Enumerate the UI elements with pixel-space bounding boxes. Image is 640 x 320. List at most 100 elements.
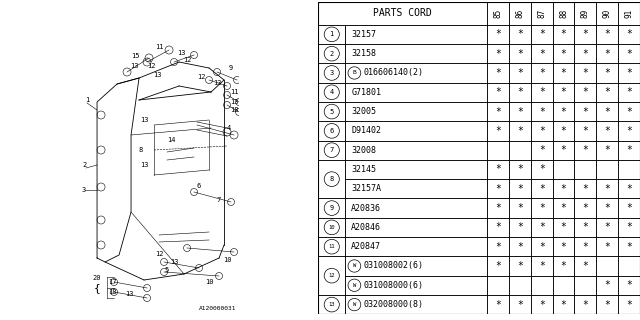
Bar bbox=[487, 276, 509, 295]
Text: *: * bbox=[582, 126, 588, 136]
Bar bbox=[531, 121, 552, 140]
Text: *: * bbox=[604, 203, 610, 213]
Bar bbox=[575, 256, 596, 276]
Text: 87: 87 bbox=[537, 9, 546, 18]
Bar bbox=[318, 256, 346, 295]
Text: *: * bbox=[495, 49, 501, 59]
Bar bbox=[596, 256, 618, 276]
Bar bbox=[596, 25, 618, 44]
Text: 8: 8 bbox=[330, 176, 334, 182]
Text: 1: 1 bbox=[85, 97, 89, 103]
Text: *: * bbox=[626, 107, 632, 116]
Bar bbox=[318, 121, 346, 140]
Text: 11: 11 bbox=[155, 44, 163, 50]
Bar bbox=[318, 140, 346, 160]
Bar bbox=[487, 295, 509, 314]
Bar bbox=[552, 2, 575, 25]
Bar bbox=[575, 218, 596, 237]
Bar bbox=[531, 63, 552, 83]
Text: *: * bbox=[582, 145, 588, 155]
Bar bbox=[531, 160, 552, 179]
Text: *: * bbox=[495, 29, 501, 39]
Text: 13: 13 bbox=[212, 80, 221, 86]
Bar bbox=[552, 102, 575, 121]
Text: *: * bbox=[517, 87, 523, 97]
Text: *: * bbox=[582, 300, 588, 309]
Bar bbox=[618, 179, 640, 198]
Bar bbox=[575, 295, 596, 314]
Bar bbox=[487, 25, 509, 44]
Bar bbox=[552, 63, 575, 83]
Text: 031008000(6): 031008000(6) bbox=[364, 281, 424, 290]
Text: 32005: 32005 bbox=[351, 107, 376, 116]
Text: 1: 1 bbox=[330, 31, 334, 37]
Text: *: * bbox=[495, 261, 501, 271]
Text: *: * bbox=[517, 126, 523, 136]
Text: 32157: 32157 bbox=[351, 30, 376, 39]
Text: 32157A: 32157A bbox=[351, 184, 381, 193]
Text: W: W bbox=[353, 302, 356, 307]
Text: 9: 9 bbox=[229, 65, 233, 71]
Bar bbox=[487, 179, 509, 198]
Text: 13: 13 bbox=[328, 302, 335, 307]
Text: 12: 12 bbox=[183, 57, 191, 63]
Bar bbox=[509, 102, 531, 121]
Bar bbox=[509, 140, 531, 160]
Bar bbox=[487, 140, 509, 160]
Bar bbox=[575, 237, 596, 256]
Text: *: * bbox=[495, 203, 501, 213]
Bar bbox=[346, 160, 487, 179]
Text: *: * bbox=[626, 184, 632, 194]
Text: *: * bbox=[539, 261, 545, 271]
Bar bbox=[575, 140, 596, 160]
Bar bbox=[318, 218, 346, 237]
Text: *: * bbox=[539, 242, 545, 252]
Text: *: * bbox=[561, 145, 566, 155]
Bar bbox=[575, 121, 596, 140]
Text: 13: 13 bbox=[140, 162, 148, 168]
Bar bbox=[509, 256, 531, 276]
Text: *: * bbox=[517, 242, 523, 252]
Bar bbox=[318, 25, 346, 44]
Text: PARTS CORD: PARTS CORD bbox=[373, 8, 432, 19]
Bar bbox=[618, 276, 640, 295]
Text: *: * bbox=[561, 203, 566, 213]
Bar bbox=[346, 295, 487, 314]
Text: B: B bbox=[353, 70, 356, 76]
Bar bbox=[596, 63, 618, 83]
Text: W: W bbox=[353, 283, 356, 288]
Text: *: * bbox=[582, 87, 588, 97]
Bar bbox=[509, 2, 531, 25]
Text: 90: 90 bbox=[603, 9, 612, 18]
Text: W: W bbox=[353, 263, 356, 268]
Text: 2: 2 bbox=[330, 51, 334, 57]
Text: *: * bbox=[517, 49, 523, 59]
Text: 12: 12 bbox=[155, 251, 163, 257]
Text: *: * bbox=[495, 184, 501, 194]
Text: *: * bbox=[582, 68, 588, 78]
Bar bbox=[487, 237, 509, 256]
Text: *: * bbox=[604, 68, 610, 78]
Text: *: * bbox=[517, 164, 523, 174]
Bar bbox=[318, 83, 346, 102]
Bar bbox=[575, 198, 596, 218]
Text: 17: 17 bbox=[108, 279, 116, 285]
Text: 12: 12 bbox=[147, 63, 156, 69]
Bar bbox=[552, 25, 575, 44]
Bar bbox=[509, 218, 531, 237]
Bar bbox=[575, 160, 596, 179]
Text: 4: 4 bbox=[227, 125, 231, 131]
Text: *: * bbox=[604, 87, 610, 97]
Text: *: * bbox=[626, 222, 632, 232]
Text: 32145: 32145 bbox=[351, 165, 376, 174]
Text: *: * bbox=[495, 126, 501, 136]
Text: 3: 3 bbox=[330, 70, 334, 76]
Text: *: * bbox=[604, 145, 610, 155]
Bar bbox=[596, 237, 618, 256]
Text: *: * bbox=[561, 300, 566, 309]
Bar bbox=[575, 276, 596, 295]
Bar bbox=[596, 102, 618, 121]
Text: 13: 13 bbox=[130, 63, 138, 69]
Text: 14: 14 bbox=[167, 137, 175, 143]
Bar bbox=[509, 83, 531, 102]
